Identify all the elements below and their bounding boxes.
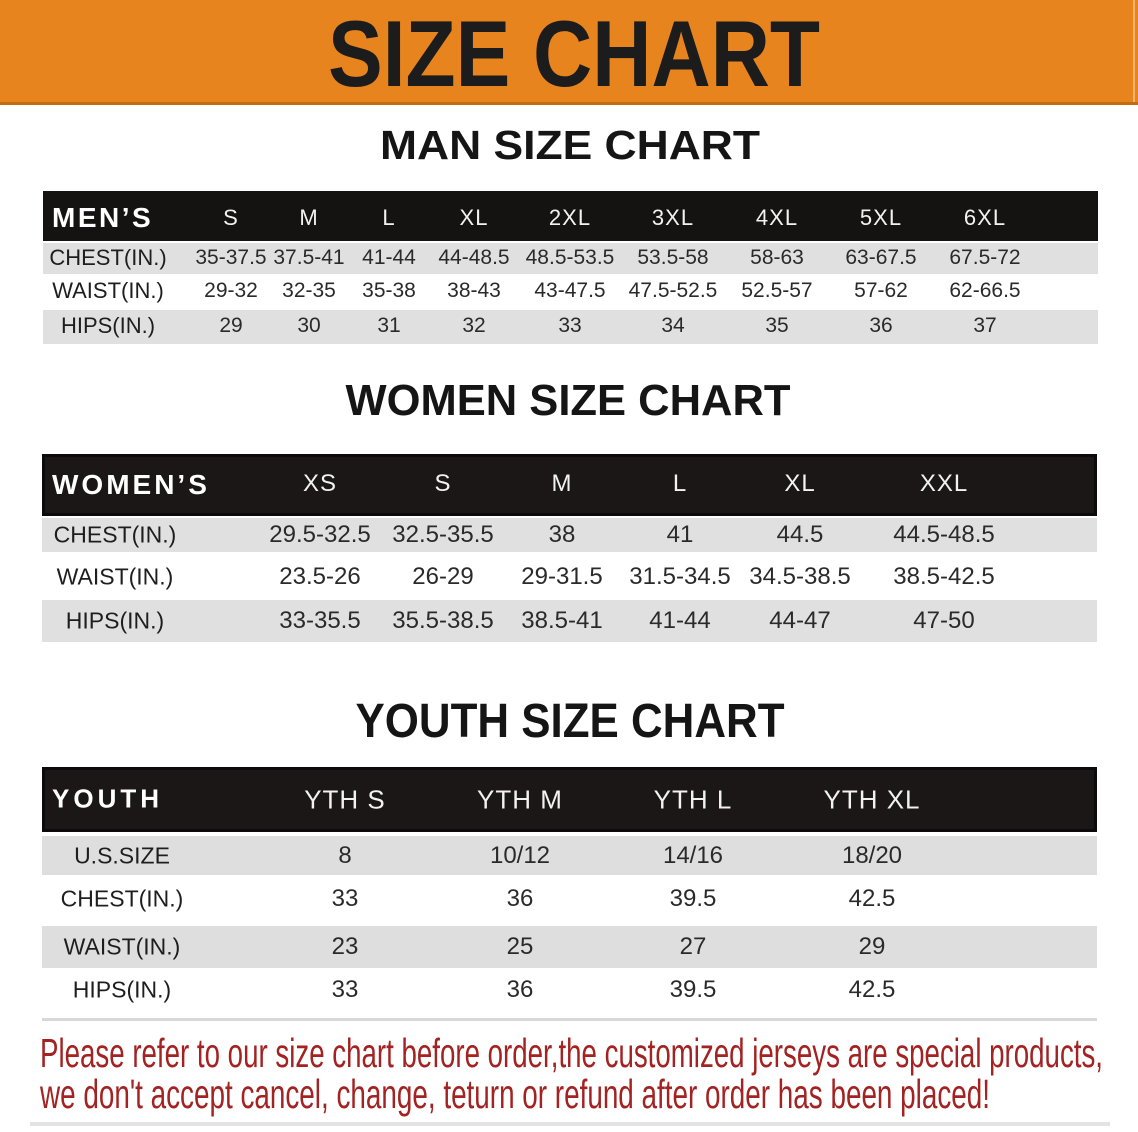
svg-text:we don't accept cancel, change: we don't accept cancel, change, teturn o… [39,1071,990,1117]
svg-text:MAN SIZE CHART: MAN SIZE CHART [380,122,760,168]
svg-text:Please refer to our size chart: Please refer to our size chart before or… [40,1030,1103,1076]
svg-text:SIZE CHART: SIZE CHART [328,1,820,106]
svg-text:WOMEN SIZE CHART: WOMEN SIZE CHART [346,376,791,425]
svg-text:YOUTH SIZE CHART: YOUTH SIZE CHART [356,695,785,748]
